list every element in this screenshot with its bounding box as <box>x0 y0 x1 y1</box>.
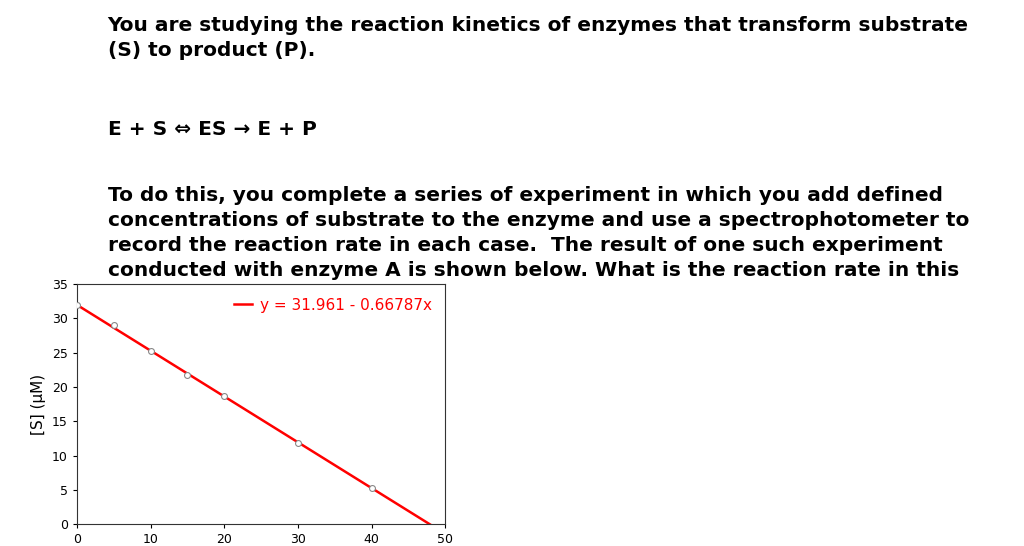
Text: E + S ⇔ ES → E + P: E + S ⇔ ES → E + P <box>108 120 316 139</box>
Point <box>179 371 196 379</box>
Point <box>290 439 306 448</box>
Text: You are studying the reaction kinetics of enzymes that transform substrate
(S) t: You are studying the reaction kinetics o… <box>108 16 969 61</box>
Point <box>364 483 380 492</box>
Point <box>105 321 122 329</box>
Text: To do this, you complete a series of experiment in which you add defined
concent: To do this, you complete a series of exp… <box>108 186 969 305</box>
Point <box>216 392 232 401</box>
Y-axis label: [S] (μM): [S] (μM) <box>32 373 46 435</box>
Point <box>142 346 159 355</box>
Legend: y = 31.961 - 0.66787x: y = 31.961 - 0.66787x <box>227 292 438 319</box>
Point <box>69 300 85 309</box>
